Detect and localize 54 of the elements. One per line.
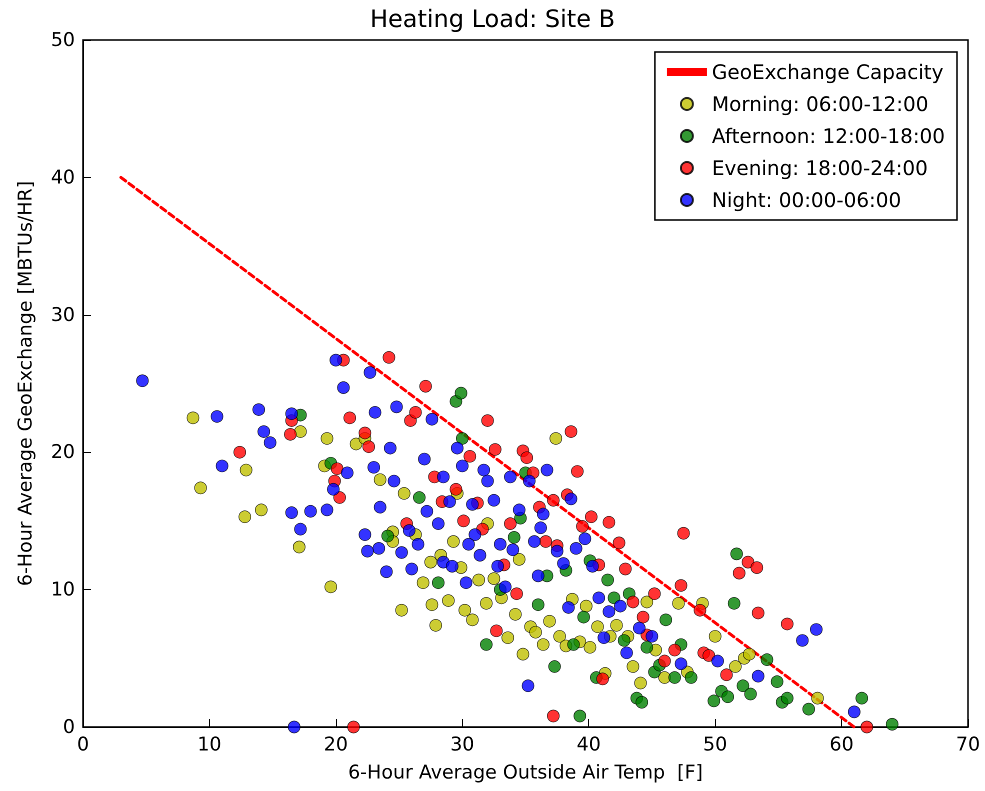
x-tick-label: 0	[76, 734, 90, 756]
y-tick-label: 30	[50, 304, 75, 326]
point	[577, 610, 590, 624]
point	[456, 432, 469, 445]
point	[660, 614, 672, 626]
point	[802, 702, 815, 716]
x-tick-label: 60	[829, 734, 854, 756]
x-tick-label: 10	[197, 734, 222, 756]
y-tick-label: 20	[50, 441, 75, 464]
point	[668, 671, 681, 684]
point	[413, 491, 426, 504]
point	[608, 592, 620, 604]
x-tick-label: 30	[450, 734, 474, 756]
y-tick-label: 10	[50, 578, 75, 601]
point	[574, 710, 586, 722]
point	[856, 692, 868, 704]
y-axis-title: 6-Hour Average GeoExchange [MBTUs/HR]	[14, 180, 36, 586]
x-tick-label: 40	[576, 734, 601, 756]
point	[381, 530, 394, 542]
legend-label: Afternoon: 12:00-18:00	[712, 124, 946, 148]
legend-label: Night: 00:00-06:00	[712, 188, 902, 212]
point	[780, 692, 794, 704]
point	[454, 386, 468, 400]
point	[886, 718, 898, 731]
point	[722, 690, 734, 704]
point	[636, 696, 648, 709]
legend-label: Evening: 18:00-24:00	[712, 156, 928, 180]
y-tick-label: 0	[62, 716, 75, 738]
point	[432, 576, 445, 590]
point	[684, 671, 698, 684]
point	[708, 694, 720, 708]
y-tick-label: 40	[50, 166, 75, 188]
point	[728, 597, 740, 610]
y-tick-label: 50	[50, 29, 75, 51]
point	[601, 574, 614, 586]
point	[480, 638, 493, 651]
x-tick-label: 20	[324, 734, 348, 756]
point	[548, 660, 561, 673]
chart-title: Heating Load: Site B	[370, 5, 616, 33]
point	[770, 675, 784, 688]
legend-label: Morning: 06:00-12:00	[712, 92, 928, 116]
x-axis-title: 6-Hour Average Outside Air Temp [F]	[348, 762, 703, 784]
point	[508, 531, 520, 544]
point	[567, 638, 580, 651]
point	[736, 679, 750, 692]
point	[640, 641, 654, 654]
x-tick-label: 70	[956, 734, 980, 756]
point	[532, 598, 544, 612]
legend-label: GeoExchange Capacity	[712, 60, 944, 84]
x-tick-label: 50	[703, 734, 728, 756]
point	[744, 688, 757, 700]
point	[618, 634, 630, 647]
point	[730, 548, 743, 560]
point	[760, 653, 774, 666]
